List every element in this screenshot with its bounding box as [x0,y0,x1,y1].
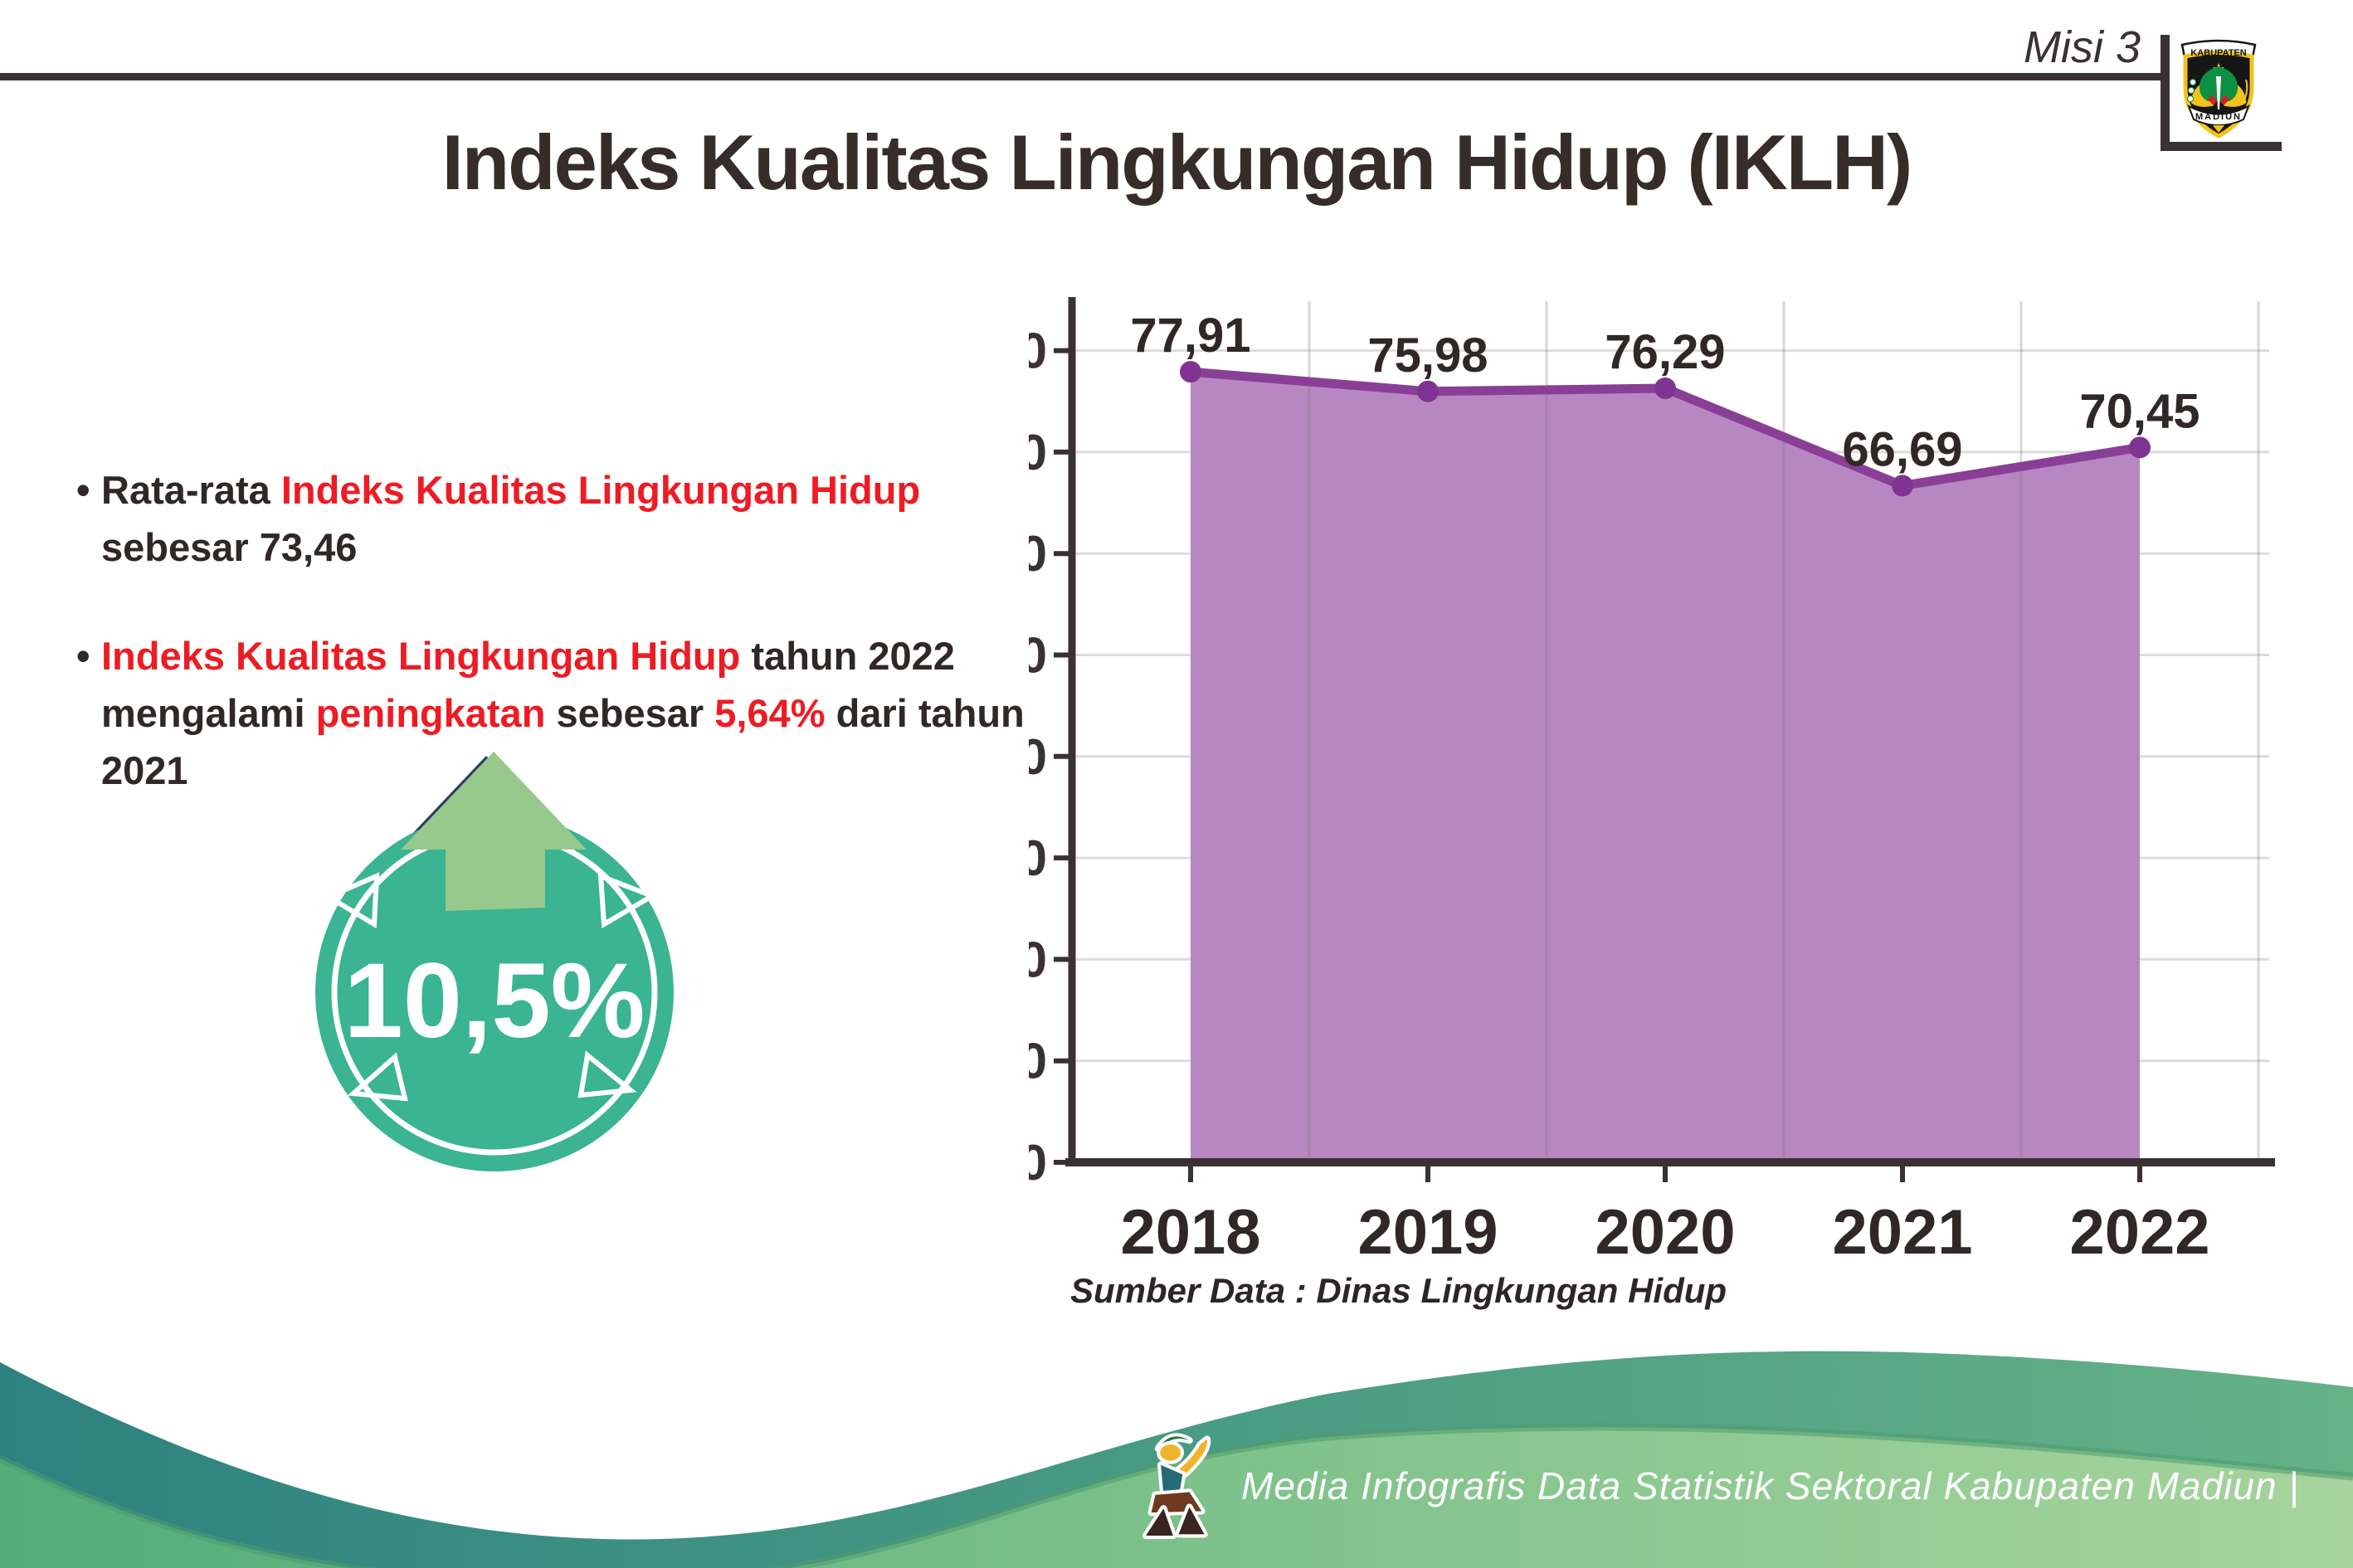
bullet-text-segment: tahun 2022 mengalami [101,634,955,735]
data-label-2021: 66,69 [1842,422,1962,476]
bullet-text-segment: Indeks Kualitas Lingkungan Hidup [280,468,921,512]
bullet-text-segment: dari tahun 2021 [101,691,1025,792]
bullet-marker: • [76,634,90,678]
increase-badge: 10,5% [315,752,674,1171]
data-label-2018: 77,91 [1130,309,1250,363]
source-note: Sumber Data : Dinas Lingkungan Hidup [1070,1271,1727,1310]
up-arrow-icon [401,752,587,911]
y-tick-label: 60 [1029,526,1047,582]
header-rule [0,73,2165,80]
y-tick-label: 80 [1029,324,1047,379]
data-point-2019 [1417,380,1439,402]
logo-bracket-vertical [2161,35,2170,151]
data-point-2022 [2129,436,2151,459]
y-tick-label: 40 [1029,729,1047,785]
data-label-2019: 75,98 [1367,329,1488,382]
iklh-area-chart: 77,91 75,98 76,29 66,69 70,45 0 10 20 30 40 50 60 70… [1029,297,2275,1268]
bullet-text-segment: Indeks Kualitas Lingkungan Hidup [101,634,741,678]
bullet-text-segment: 5,64% [714,691,826,735]
x-tick-label-2018: 2018 [1120,1197,1260,1268]
logo-top-banner-text: KABUPATEN [2190,48,2246,58]
data-point-2021 [1892,475,1913,497]
bullet-text-segment: sebesar [545,691,715,735]
y-tick-label: 10 [1029,1034,1047,1089]
key-findings-text: • Rata-rata Indeks Kualitas Lingkungan Hi… [76,461,1030,850]
logo-bracket-horizontal [2161,142,2282,151]
x-tick-label-2020: 2020 [1595,1197,1735,1268]
bullet-marker: • [76,468,90,512]
logo-bottom-banner-text: MADIUN [2195,112,2242,122]
misi-label: Misi 3 [2023,22,2141,72]
bullet-item-1: • Rata-rata Indeks Kualitas Lingkungan Hi… [76,461,1030,576]
bullet-text-segment: sebesar 73,46 [101,525,358,569]
x-tick-label-2022: 2022 [2069,1197,2209,1268]
y-tick-label: 70 [1029,425,1047,480]
y-tick-label: 20 [1029,932,1047,987]
kabupaten-madiun-crest-icon: KABUPATEN MADIUN [2180,39,2257,139]
bullet-text-segment: Rata-rata [101,468,281,512]
dancer-mascot-icon [1142,1433,1211,1540]
data-point-2020 [1654,377,1676,399]
data-label-2022: 70,45 [2079,384,2200,438]
data-point-2018 [1180,361,1201,383]
bullet-text-segment: peningkatan [315,691,546,735]
y-tick-label: 30 [1029,830,1047,886]
x-tick-label-2019: 2019 [1357,1197,1498,1268]
badge-value: 10,5% [344,942,645,1060]
bullet-item-2: • Indeks Kualitas Lingkungan Hidup tahun … [76,627,1030,799]
page-title: Indeks Kualitas Lingkungan Hidup (IKLH) [441,119,1913,206]
x-tick-label-2021: 2021 [1832,1197,1972,1268]
footer-caption: Media Infografis Data Statistik Sektoral… [1241,1464,2300,1507]
y-tick-label: 50 [1029,628,1047,684]
footer-waves [0,1351,2353,1568]
data-label-2020: 76,29 [1605,325,1725,379]
area-fill [1191,372,2140,1162]
y-tick-label: 0 [1029,1135,1047,1191]
